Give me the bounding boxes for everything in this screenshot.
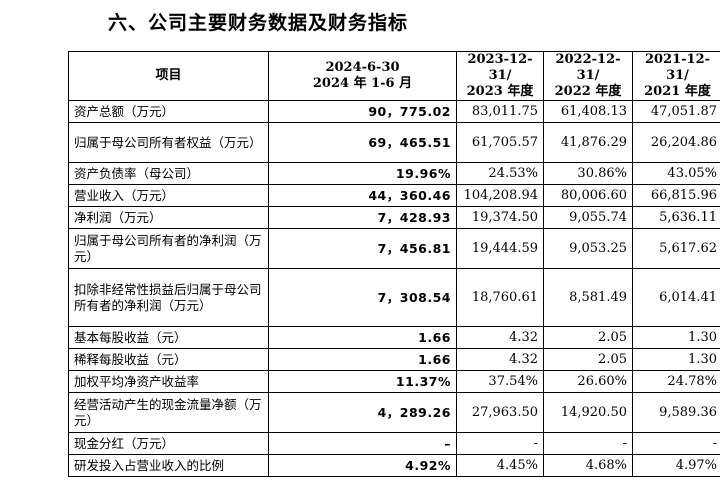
cell-2021: 66,815.96 [632, 184, 720, 207]
cell-2023: 18,760.61 [456, 268, 544, 327]
table-row: 经营活动产生的现金流量净额（万元） 4，289.26 27,963.50 14,… [68, 392, 720, 433]
table-row: 资产负债率（母公司） 19.96% 24.53% 30.86% 43.05% [68, 162, 720, 185]
cell-2021: 24.78% [632, 370, 720, 393]
table-row: 资产总额（万元） 90，775.02 83,011.75 61,408.13 4… [68, 100, 720, 123]
table-row: 加权平均净资产收益率 11.37% 37.54% 26.60% 24.78% [68, 370, 720, 393]
cell-2024: 4.92% [268, 454, 457, 477]
cell-2021: 9,589.36 [632, 392, 720, 433]
table-row: 净利润（万元） 7，428.93 19,374.50 9,055.74 5,63… [68, 206, 720, 229]
cell-2021: 1.30 [632, 348, 720, 371]
cell-2024: 11.37% [268, 370, 457, 393]
cell-2021: 1.30 [632, 326, 720, 349]
header-2021-line1: 2021-12-31/ [644, 52, 711, 83]
table-row: 归属于母公司所有者的净利润（万元） 7，456.81 19,444.59 9,0… [68, 228, 720, 269]
cell-2024: 4，289.26 [268, 392, 457, 433]
cell-2024: 69，465.51 [268, 122, 457, 163]
cell-2021: 47,051.87 [632, 100, 720, 123]
section-title: 六、公司主要财务数据及财务指标 [108, 12, 409, 34]
cell-2022: 4.68% [543, 454, 633, 477]
row-label: 资产负债率（母公司） [68, 162, 269, 185]
cell-2021: 4.97% [632, 454, 720, 477]
cell-2023: 4.32 [456, 348, 544, 371]
cell-2023: 19,444.59 [456, 228, 544, 269]
cell-2023: 37.54% [456, 370, 544, 393]
table-row: 归属于母公司所有者权益（万元） 69，465.51 61,705.57 41,8… [68, 122, 720, 163]
header-2024-line2: 2024 年 1-6 月 [312, 76, 413, 91]
cell-2024: 44，360.46 [268, 184, 457, 207]
cell-2021: 5,617.62 [632, 228, 720, 269]
row-label: 研发投入占营业收入的比例 [68, 454, 269, 477]
cell-2021: 26,204.86 [632, 122, 720, 163]
cell-2024: 7，456.81 [268, 228, 457, 269]
cell-2022: 30.86% [543, 162, 633, 185]
row-label: 稀释每股收益（元） [68, 348, 269, 371]
cell-2022: 61,408.13 [543, 100, 633, 123]
header-2023-line1: 2023-12-31/ [467, 52, 533, 83]
header-2023: 2023-12-31/ 2023 年度 [456, 51, 544, 101]
table-row: 营业收入（万元） 44，360.46 104,208.94 80,006.60 … [68, 184, 720, 207]
financial-table: 项目 2024-6-30 2024 年 1-6 月 2023-12-31/ 20… [68, 51, 720, 477]
cell-2024: 1.66 [268, 348, 457, 371]
row-label: 现金分红（万元） [68, 432, 269, 455]
row-label: 经营活动产生的现金流量净额（万元） [68, 392, 269, 433]
table-row: 研发投入占营业收入的比例 4.92% 4.45% 4.68% 4.97% [68, 454, 720, 477]
cell-2023: 27,963.50 [456, 392, 544, 433]
cell-2022: 41,876.29 [543, 122, 633, 163]
cell-2023: 104,208.94 [456, 184, 544, 207]
row-label: 归属于母公司所有者的净利润（万元） [68, 228, 269, 269]
cell-2024: 7，428.93 [268, 206, 457, 229]
cell-2024: – [268, 432, 457, 455]
cell-2024: 90，775.02 [268, 100, 457, 123]
cell-2022: 9,053.25 [543, 228, 633, 269]
cell-2021: 43.05% [632, 162, 720, 185]
cell-2021: - [632, 432, 720, 455]
cell-2023: 4.45% [456, 454, 544, 477]
table-row: 扣除非经常性损益后归属于母公司所有者的净利润（万元） 7，308.54 18,7… [68, 268, 720, 327]
header-2021: 2021-12-31/ 2021 年度 [632, 51, 720, 101]
cell-2022: 80,006.60 [543, 184, 633, 207]
table-row: 现金分红（万元） – - - - [68, 432, 720, 455]
header-2022: 2022-12-31/ 2022 年度 [543, 51, 633, 101]
row-label: 扣除非经常性损益后归属于母公司所有者的净利润（万元） [68, 268, 269, 327]
cell-2023: 61,705.57 [456, 122, 544, 163]
cell-2022: - [543, 432, 633, 455]
header-2023-line2: 2023 年度 [466, 84, 534, 99]
cell-2022: 14,920.50 [543, 392, 633, 433]
header-2024: 2024-6-30 2024 年 1-6 月 [268, 51, 457, 101]
row-label: 基本每股收益（元） [68, 326, 269, 349]
row-label: 营业收入（万元） [68, 184, 269, 207]
row-label: 资产总额（万元） [68, 100, 269, 123]
cell-2022: 9,055.74 [543, 206, 633, 229]
table-row: 基本每股收益（元） 1.66 4.32 2.05 1.30 [68, 326, 720, 349]
cell-2023: 4.32 [456, 326, 544, 349]
cell-2024: 1.66 [268, 326, 457, 349]
header-2021-line2: 2021 年度 [644, 84, 711, 99]
cell-2023: 19,374.50 [456, 206, 544, 229]
header-item: 项目 [68, 51, 269, 101]
table-header-row: 项目 2024-6-30 2024 年 1-6 月 2023-12-31/ 20… [68, 51, 720, 101]
cell-2021: 5,636.11 [632, 206, 720, 229]
cell-2024: 19.96% [268, 162, 457, 185]
cell-2021: 6,014.41 [632, 268, 720, 327]
cell-2024: 7，308.54 [268, 268, 457, 327]
cell-2022: 26.60% [543, 370, 633, 393]
cell-2022: 2.05 [543, 326, 633, 349]
cell-2023: 83,011.75 [456, 100, 544, 123]
header-2022-line2: 2022 年度 [554, 84, 622, 99]
row-label: 归属于母公司所有者权益（万元） [68, 122, 269, 163]
row-label: 净利润（万元） [68, 206, 269, 229]
table-row: 稀释每股收益（元） 1.66 4.32 2.05 1.30 [68, 348, 720, 371]
header-2022-line1: 2022-12-31/ [555, 52, 621, 83]
cell-2023: - [456, 432, 544, 455]
cell-2023: 24.53% [456, 162, 544, 185]
row-label: 加权平均净资产收益率 [68, 370, 269, 393]
header-2024-line1: 2024-6-30 [325, 60, 400, 75]
cell-2022: 2.05 [543, 348, 633, 371]
cell-2022: 8,581.49 [543, 268, 633, 327]
